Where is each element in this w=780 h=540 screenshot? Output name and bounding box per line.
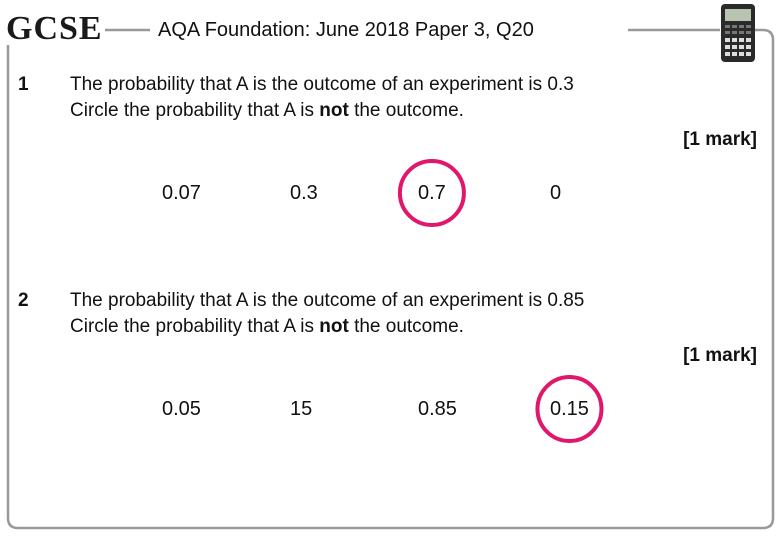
marks: [1 mark] [683, 129, 757, 150]
option: 0.3 [290, 182, 318, 204]
question-text: The probability that A is the outcome of… [70, 290, 585, 311]
question-text: The probability that A is the outcome of… [70, 74, 574, 95]
emphasis: not [319, 316, 349, 337]
calculator-icon [721, 4, 755, 62]
text: the outcome. [348, 316, 464, 337]
emphasis: not [319, 100, 349, 121]
option: 0.15 [550, 398, 589, 420]
question-number: 1 [18, 74, 29, 95]
option: 0 [550, 182, 562, 204]
text: Circle the probability that A is [70, 316, 320, 337]
option: 0.05 [162, 398, 201, 420]
question-text: Circle the probability that A is not the… [70, 317, 464, 336]
answer-circle [397, 159, 466, 227]
option: 0.07 [162, 182, 201, 204]
question-number: 2 [18, 290, 29, 311]
option: 0.7 [418, 182, 446, 204]
title: AQA Foundation: June 2018 Paper 3, Q20 [158, 19, 534, 41]
question-text: Circle the probability that A is not the… [70, 101, 464, 120]
logo: GCSE [6, 10, 103, 47]
border [6, 28, 775, 530]
text: Circle the probability that A is [70, 100, 320, 121]
option: 0.85 [418, 398, 457, 420]
answer-circle [535, 375, 604, 443]
option: 15 [290, 398, 313, 420]
marks: [1 mark] [683, 345, 757, 366]
text: the outcome. [348, 100, 464, 121]
